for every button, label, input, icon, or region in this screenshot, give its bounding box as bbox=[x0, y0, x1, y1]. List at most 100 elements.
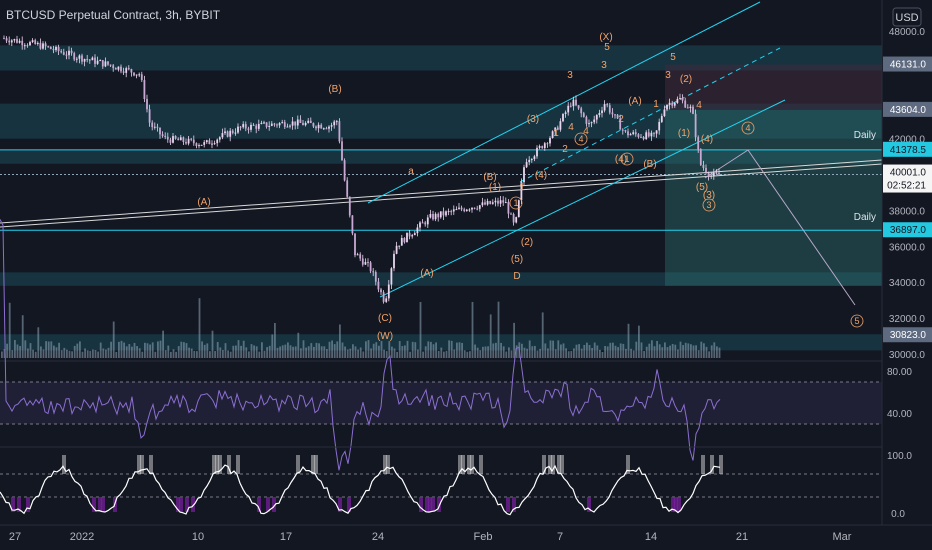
candle-body bbox=[424, 222, 427, 225]
wave-label: a bbox=[408, 166, 414, 177]
candle-body bbox=[369, 262, 372, 272]
volume-bar bbox=[541, 312, 544, 358]
candle-body bbox=[419, 222, 421, 228]
volume-bar bbox=[593, 342, 596, 358]
candle-body bbox=[166, 136, 169, 140]
candle-body bbox=[153, 126, 156, 128]
candle-body bbox=[55, 46, 57, 51]
volume-bar bbox=[24, 340, 27, 358]
candle-body bbox=[218, 137, 221, 140]
price-badge-label: 43604.0 bbox=[890, 105, 927, 116]
volume-bar bbox=[596, 345, 599, 358]
volume-bar bbox=[502, 346, 505, 358]
candle-body bbox=[294, 121, 297, 126]
candle-body bbox=[44, 43, 47, 47]
volume-bar bbox=[534, 345, 536, 358]
candle-body bbox=[133, 72, 135, 76]
rsi-tick: 80.00 bbox=[887, 367, 912, 378]
volume-bar bbox=[1, 351, 3, 358]
candle-body bbox=[507, 202, 510, 214]
candle-body bbox=[291, 121, 294, 126]
stoch-os-bar bbox=[11, 497, 15, 512]
currency-label: USD bbox=[895, 12, 918, 24]
volume-bar bbox=[336, 341, 339, 358]
channel-upper bbox=[367, 1, 761, 204]
candle-body bbox=[333, 121, 336, 126]
volume-bar bbox=[294, 346, 297, 358]
wave-label: (5) bbox=[511, 254, 523, 265]
candle-body bbox=[169, 139, 172, 143]
currency-button[interactable]: USD bbox=[892, 7, 922, 27]
candle-body bbox=[114, 68, 117, 70]
volume-bar bbox=[32, 349, 34, 358]
volume-bar bbox=[313, 346, 315, 358]
candle-body bbox=[655, 130, 658, 134]
candle-body bbox=[499, 200, 502, 204]
volume-bar bbox=[235, 345, 237, 358]
volume-bar bbox=[677, 349, 679, 358]
volume-bar bbox=[567, 351, 570, 358]
volume-bar bbox=[297, 332, 300, 358]
wave-circle bbox=[509, 196, 523, 210]
candle-body bbox=[151, 122, 154, 128]
volume-bar bbox=[716, 346, 718, 358]
wave-label: (A) bbox=[420, 268, 433, 279]
candle-body bbox=[299, 119, 302, 123]
volume-bar bbox=[474, 344, 476, 358]
candle-body bbox=[213, 143, 216, 145]
candle-body bbox=[715, 172, 718, 174]
volume-bar bbox=[445, 350, 448, 358]
candle-body bbox=[263, 122, 265, 124]
volume-bar bbox=[50, 341, 53, 358]
candle-body bbox=[484, 202, 486, 205]
stoch-os-bar bbox=[347, 497, 351, 512]
volume-bar bbox=[27, 348, 29, 358]
candle-body bbox=[88, 59, 91, 61]
volume-bar bbox=[107, 347, 110, 358]
volume-bar bbox=[180, 341, 183, 358]
candle-body bbox=[265, 122, 268, 127]
volume-bar bbox=[549, 340, 552, 358]
volume-bar bbox=[34, 351, 37, 358]
volume-bar bbox=[632, 350, 635, 358]
candle-body bbox=[273, 123, 276, 125]
volume-bar bbox=[622, 343, 625, 358]
volume-bar bbox=[196, 351, 198, 358]
wave-circle-label: 3 bbox=[706, 200, 711, 210]
candle-body bbox=[211, 143, 213, 145]
candle-body bbox=[416, 227, 419, 234]
stoch-ob-bar bbox=[458, 455, 462, 474]
candle-body bbox=[582, 113, 585, 117]
candle-body bbox=[304, 122, 307, 126]
channel-lower bbox=[379, 99, 786, 298]
volume-bar bbox=[609, 342, 612, 358]
volume-bar bbox=[417, 349, 419, 358]
volume-bar bbox=[120, 340, 123, 358]
candle-body bbox=[642, 137, 645, 140]
candle-body bbox=[302, 122, 304, 126]
volume-bar bbox=[619, 343, 622, 358]
candle-body bbox=[616, 114, 619, 119]
wave-label: (3) bbox=[703, 190, 715, 201]
candle-body bbox=[421, 222, 424, 224]
volume-bar bbox=[362, 351, 365, 358]
volume-bar bbox=[281, 345, 284, 358]
price-badge bbox=[883, 327, 932, 343]
candle-body bbox=[185, 141, 187, 144]
candle-body bbox=[224, 131, 226, 134]
volume-bar bbox=[560, 344, 562, 358]
volume-bar bbox=[651, 340, 653, 358]
volume-bar bbox=[614, 345, 617, 358]
candle-body bbox=[10, 40, 13, 43]
volume-bar bbox=[279, 346, 281, 358]
volume-bar bbox=[606, 346, 609, 358]
volume-bar bbox=[60, 350, 63, 358]
candle-body bbox=[520, 182, 523, 201]
candle-body bbox=[364, 261, 367, 265]
candle-body bbox=[312, 123, 315, 127]
stoch-os-bar bbox=[437, 497, 441, 512]
volume-bar bbox=[344, 346, 346, 358]
volume-bar bbox=[471, 301, 474, 358]
volume-bar bbox=[409, 351, 411, 358]
